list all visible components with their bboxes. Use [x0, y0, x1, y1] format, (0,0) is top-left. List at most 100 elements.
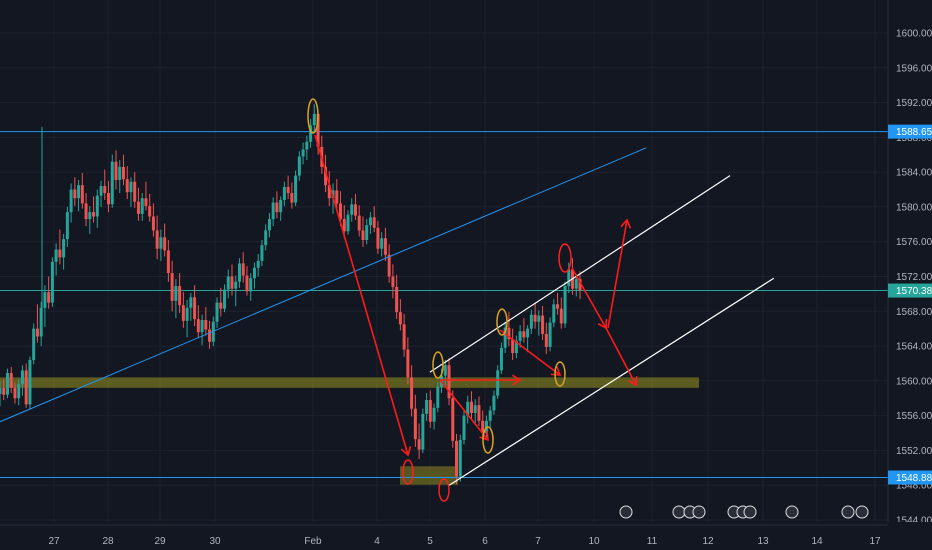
candle-body — [0, 387, 2, 394]
candle-body — [563, 286, 567, 324]
event-marker-icon — [672, 505, 686, 519]
candle-body — [77, 185, 81, 199]
candle-body — [391, 276, 395, 287]
candle-body — [312, 113, 316, 126]
candle-body — [129, 181, 133, 193]
candle-body — [226, 276, 230, 290]
grid — [0, 0, 888, 522]
candle-body — [65, 212, 69, 240]
time-tick-label: 12 — [702, 536, 714, 547]
event-marker-icon — [692, 505, 706, 519]
trend-lines — [0, 147, 775, 486]
arrow-head — [620, 218, 632, 229]
price-label: 1588.657 — [896, 127, 932, 138]
time-axis[interactable]: 27 28 29 30 Feb 4 5 6 7 10 11 12 13 14 17 — [0, 522, 932, 550]
price-label: 1570.384 — [896, 286, 932, 297]
candle-body — [99, 186, 103, 196]
candle-body — [24, 370, 28, 405]
red-arrow — [605, 327, 637, 386]
time-tick-label: 11 — [647, 536, 658, 547]
candle-body — [544, 333, 548, 347]
arrow-head — [550, 366, 562, 376]
candle-body — [275, 202, 279, 213]
price-label-box — [888, 124, 932, 139]
price-axis-bg — [888, 0, 932, 550]
candle-body — [425, 399, 429, 414]
candle-body — [488, 410, 492, 421]
candle-body — [185, 307, 189, 321]
candle-body — [365, 225, 369, 240]
time-tick-label: 10 — [588, 536, 600, 547]
candle-body — [234, 281, 238, 289]
candle-body — [174, 286, 178, 301]
candle-body — [492, 395, 496, 411]
candle-body — [305, 141, 309, 150]
price-label-box — [888, 283, 932, 298]
arrow-head — [511, 374, 522, 386]
candle-body — [245, 275, 249, 292]
candle-body — [249, 278, 253, 292]
candle-body — [421, 413, 425, 450]
arrow-head — [627, 375, 638, 387]
candle-body — [35, 328, 39, 337]
candle-body — [92, 212, 96, 217]
trendline — [0, 147, 647, 423]
candle-body — [294, 175, 298, 203]
price-tick-label: 1548.000 — [896, 481, 932, 492]
candle-body — [286, 186, 290, 194]
price-tick-label: 1560.000 — [896, 376, 932, 387]
candle-body — [144, 198, 148, 207]
candle-body — [110, 161, 114, 205]
candle-body — [297, 156, 301, 176]
candle-body — [522, 331, 526, 338]
price-tick-label: 1584.000 — [896, 168, 932, 179]
candle-body — [327, 185, 331, 199]
candle-body — [335, 190, 339, 204]
candles — [0, 104, 582, 485]
event-marker-icon — [841, 505, 855, 519]
candle-body — [193, 297, 197, 320]
candle-body — [383, 238, 387, 255]
candle-body — [264, 230, 268, 246]
red-arrow — [439, 379, 489, 441]
marker-ellipse — [432, 351, 444, 379]
candle-body — [279, 199, 283, 213]
marker-ellipse — [438, 478, 450, 502]
price-axis[interactable]: 1600.0001596.0001592.0001588.0001584.000… — [887, 0, 932, 550]
price-tick-label: 1568.000 — [896, 307, 932, 318]
price-label: 1548.886 — [896, 473, 932, 484]
time-tick-label: 5 — [427, 536, 433, 547]
candle-body — [395, 286, 399, 313]
candle-body — [230, 276, 234, 289]
candle-body — [282, 186, 286, 200]
candle-body — [324, 166, 328, 186]
price-tick-label: 1556.000 — [896, 411, 932, 422]
candle-body — [353, 204, 357, 216]
candle-body — [151, 216, 155, 231]
price-tick-label: 1580.000 — [896, 202, 932, 213]
candle-body — [342, 219, 346, 232]
candle-body — [559, 308, 563, 324]
candle-body — [54, 249, 58, 262]
candle-body — [166, 250, 170, 274]
candle-body — [481, 420, 485, 434]
candle-body — [503, 327, 507, 348]
marker-ellipse — [558, 243, 572, 273]
candle-body — [432, 407, 436, 422]
event-marker-icon — [855, 505, 869, 519]
price-label-box — [888, 470, 932, 485]
candle-body — [428, 399, 432, 422]
candle-body — [511, 339, 515, 354]
marker-ellipse — [482, 426, 494, 454]
candle-body — [103, 186, 107, 194]
candle-body — [241, 263, 245, 276]
candle-body — [387, 254, 391, 277]
price-tick-label: 1564.000 — [896, 342, 932, 353]
candle-body — [346, 214, 350, 232]
candle-body — [518, 331, 522, 341]
candle-body — [62, 239, 66, 258]
candle-body — [455, 440, 459, 477]
price-tick-label: 1572.000 — [896, 272, 932, 283]
candle-body — [170, 273, 174, 301]
